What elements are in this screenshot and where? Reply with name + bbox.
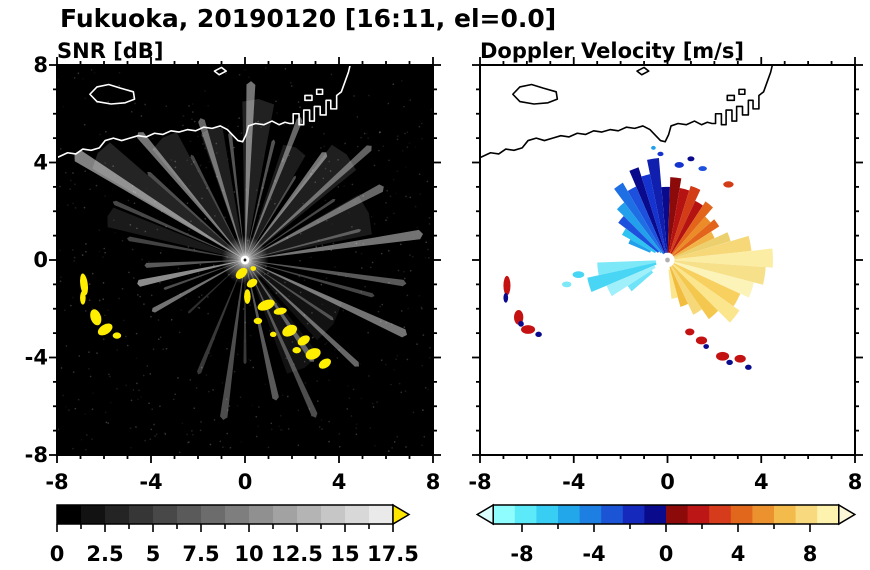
x-tick-label: 8 xyxy=(848,470,863,494)
colorbar-label: 10 xyxy=(234,542,263,566)
ground-clutter xyxy=(80,266,331,369)
axis-ticks xyxy=(49,57,441,463)
doppler-panel-title: Doppler Velocity [m/s] xyxy=(480,39,744,63)
colorbar-label: 0 xyxy=(659,542,674,566)
colorbar-label: 17.5 xyxy=(367,542,419,566)
coastline xyxy=(57,63,351,158)
snr-panel: -8 -4 0 4 8 -8 -4 0 4 8 xyxy=(25,53,441,494)
colorbar-label: -8 xyxy=(510,542,533,566)
colorbar-label: 8 xyxy=(803,542,818,566)
colorbar-label: 4 xyxy=(731,542,746,566)
plots-root: -8 -4 0 4 8 -8 -4 0 4 8 0 2.5 5 7.5 10 12.5 15 17.5 -8 -4 0 4… xyxy=(25,53,863,566)
x-tick-label: 4 xyxy=(332,470,347,494)
radar-beams xyxy=(74,81,424,421)
snr-panel-title: SNR [dB] xyxy=(57,39,163,63)
x-tick-label: 0 xyxy=(660,470,675,494)
colorbar-label: 12.5 xyxy=(271,542,323,566)
colorbar-ticks xyxy=(56,524,394,532)
y-tick-label: 4 xyxy=(33,151,48,175)
y-tick-label: -8 xyxy=(25,443,48,467)
colorbar-label: 7.5 xyxy=(182,542,219,566)
colorbar-label: 5 xyxy=(146,542,161,566)
colorbar-label: -4 xyxy=(582,542,605,566)
x-tick-label: -8 xyxy=(45,470,68,494)
colorbar-label: 15 xyxy=(330,542,359,566)
figure-title: Fukuoka, 20190120 [16:11, el=0.0] xyxy=(60,4,556,33)
y-tick-label: 0 xyxy=(33,248,48,272)
over-range-arrow xyxy=(392,503,411,526)
x-tick-label: -8 xyxy=(468,470,491,494)
x-tick-label: -4 xyxy=(139,470,162,494)
velocity-fan xyxy=(587,158,773,323)
doppler-panel: -8 -4 0 4 8 xyxy=(468,57,863,494)
x-tick-label: -4 xyxy=(562,470,585,494)
colorbar-ticks xyxy=(521,524,811,532)
ground-clutter xyxy=(503,275,752,370)
x-tick-label: 4 xyxy=(754,470,769,494)
under-range-arrow xyxy=(475,503,494,526)
colorbar-label: 2.5 xyxy=(86,542,123,566)
colorbar-label: 0 xyxy=(50,542,65,566)
doppler-colorbar: -8 -4 0 4 8 xyxy=(475,503,857,566)
y-tick-label: 8 xyxy=(33,53,48,77)
radar-site-dot xyxy=(243,258,247,262)
coastline xyxy=(480,63,773,158)
snr-colorbar: 0 2.5 5 7.5 10 12.5 15 17.5 xyxy=(50,503,419,566)
x-tick-label: 8 xyxy=(426,470,441,494)
y-tick-label: -4 xyxy=(25,346,48,370)
axis-ticks xyxy=(472,57,863,463)
radar-site-dot xyxy=(665,257,670,263)
over-range-arrow xyxy=(838,503,857,526)
x-tick-label: 0 xyxy=(238,470,253,494)
noise-speckle xyxy=(57,65,433,455)
velocity-specks xyxy=(562,145,734,288)
